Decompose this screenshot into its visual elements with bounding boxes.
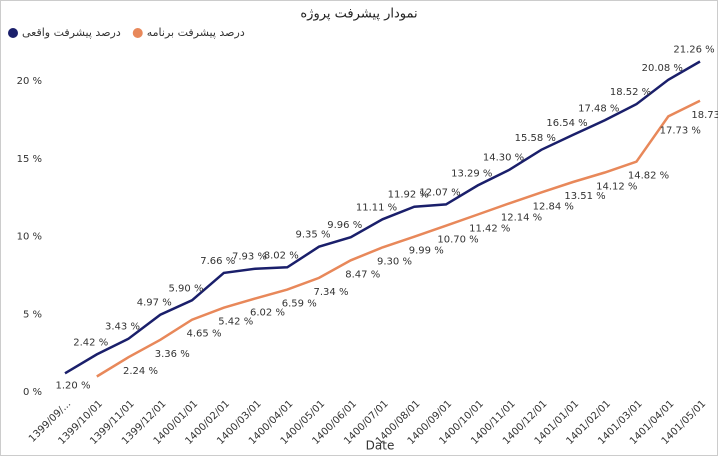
- data-label: 10.70 %: [437, 235, 478, 246]
- y-tick-label: 15 %: [17, 154, 42, 165]
- data-label: 6.02 %: [250, 307, 285, 318]
- data-label: 15.58 %: [515, 133, 556, 144]
- data-label: 17.73 %: [660, 125, 701, 136]
- data-label: 1.20 %: [56, 380, 91, 391]
- data-label: 9.96 %: [327, 220, 362, 231]
- data-label: 12.84 %: [533, 201, 574, 212]
- data-label: 7.66 %: [200, 256, 235, 267]
- data-label: 14.12 %: [596, 181, 637, 192]
- data-label: 7.93 %: [232, 252, 267, 263]
- line-series: [64, 60, 701, 375]
- data-label: 11.42 %: [469, 223, 510, 234]
- data-label: 4.65 %: [187, 329, 222, 340]
- data-label: 18.52 %: [610, 87, 651, 98]
- data-label: 16.54 %: [546, 118, 587, 129]
- line-series: [96, 99, 701, 378]
- data-label: 17.48 %: [578, 103, 619, 114]
- data-label: 7.34 %: [314, 287, 349, 298]
- data-label: 21.26 %: [673, 45, 714, 56]
- data-label: 5.90 %: [169, 283, 204, 294]
- data-label: 20.08 %: [642, 63, 683, 74]
- legend-swatch: [8, 28, 18, 38]
- data-label: 13.29 %: [451, 168, 492, 179]
- y-tick-label: 0 %: [23, 387, 42, 398]
- data-label: 2.24 %: [123, 366, 158, 377]
- data-label: 11.11 %: [356, 202, 397, 213]
- x-axis-title: Date: [366, 439, 395, 453]
- data-label: 4.97 %: [137, 298, 172, 309]
- data-label: 9.35 %: [296, 230, 331, 241]
- data-label: 12.07 %: [419, 187, 460, 198]
- data-label: 6.59 %: [282, 299, 317, 310]
- legend-label: درصد پیشرفت واقعی: [22, 26, 121, 39]
- y-tick-label: 10 %: [17, 232, 42, 243]
- data-label: 9.30 %: [377, 256, 412, 267]
- data-label: 13.51 %: [564, 191, 605, 202]
- chart-title: نمودار پیشرفت پروژه: [300, 7, 417, 22]
- data-label: 14.82 %: [628, 171, 669, 182]
- data-label: 5.42 %: [218, 317, 253, 328]
- data-label: 8.47 %: [345, 269, 380, 280]
- data-label: 12.14 %: [501, 212, 542, 223]
- data-label: 18.73 %: [691, 110, 718, 121]
- data-label: 3.36 %: [155, 349, 190, 360]
- y-tick-label: 5 %: [23, 309, 42, 320]
- legend-label: درصد پیشرفت برنامه: [147, 26, 245, 39]
- data-label: 2.42 %: [73, 337, 108, 348]
- data-label: 3.43 %: [105, 322, 140, 333]
- legend-swatch: [132, 28, 143, 38]
- data-label: 14.30 %: [483, 153, 524, 164]
- y-tick-label: 20 %: [17, 76, 42, 87]
- data-label: 8.02 %: [264, 250, 299, 261]
- data-label: 11.92 %: [388, 190, 429, 201]
- data-label: 9.99 %: [409, 246, 444, 257]
